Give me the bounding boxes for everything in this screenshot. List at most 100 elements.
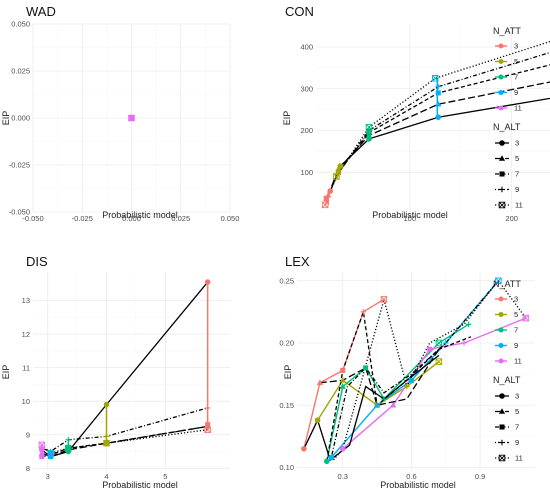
y-axis-label: EIP (1, 365, 11, 380)
data-point (328, 454, 335, 461)
legend-title-alt: N_ALT (493, 122, 521, 132)
legend-title-att: N_ATT (493, 279, 521, 289)
legend-key-att-dot (498, 343, 504, 348)
y-axis-label: EIP (1, 111, 11, 126)
legend-label-alt: 3 (515, 139, 519, 148)
legend-label-att: 5 (514, 310, 518, 319)
y-tick-label: 200 (300, 126, 313, 135)
x-tick-label: 4 (104, 472, 108, 481)
att-path-9 (330, 280, 499, 458)
x-tick-label: 0.025 (171, 214, 190, 223)
data-point (48, 452, 54, 458)
legend-key-att-dot (498, 74, 504, 80)
data-point (204, 279, 211, 285)
data-point (204, 405, 211, 411)
x-tick-label: 200 (505, 214, 518, 223)
data-point (435, 83, 442, 90)
alt-line-3 (303, 354, 440, 462)
data-point (103, 439, 110, 447)
data-point (366, 127, 372, 134)
y-axis-label: EIP (282, 111, 292, 126)
data-point (360, 309, 367, 315)
data-point (103, 401, 110, 408)
data-point (39, 454, 45, 460)
x-tick-label: 0.3 (338, 472, 348, 481)
x-tick-label: 100 (403, 214, 416, 223)
legend-label-att: 9 (514, 341, 518, 350)
legend-key-alt-shape (499, 439, 505, 446)
data-point (65, 444, 72, 452)
data-point (205, 422, 211, 428)
y-tick-label: -0.050 (9, 208, 30, 217)
legend-label-att: 3 (514, 295, 518, 304)
legend-label-att: 5 (514, 57, 518, 66)
x-axis-label: Probabilistic model (102, 210, 178, 220)
data-point (327, 188, 334, 194)
data-point (431, 75, 439, 82)
data-point (47, 449, 54, 457)
x-tick-label: 0.6 (406, 472, 416, 481)
data-point (380, 296, 388, 303)
legend-label-alt: 7 (515, 423, 519, 432)
y-tick-label: 400 (300, 43, 313, 52)
legend-label-alt: 5 (515, 154, 519, 163)
legend-label-alt: 9 (515, 438, 519, 447)
legend-label-alt: 3 (515, 392, 519, 401)
data-point (435, 90, 441, 96)
legend-key-att-dot (498, 327, 504, 333)
legend-label-att: 11 (514, 357, 522, 366)
y-tick-label: 13 (22, 296, 30, 305)
y-tick-label: 10 (22, 397, 30, 406)
y-tick-label: -0.025 (9, 161, 30, 170)
panel-wad: -0.050 -0.025 0.000 0.025 0.050 -0.050 -0.025 0… (1, 4, 239, 223)
legend-label-att: 7 (514, 326, 518, 335)
data-point (301, 446, 307, 452)
data-point (365, 123, 373, 131)
panel-title: WAD (26, 4, 56, 19)
data-point (128, 114, 135, 122)
legend-key-att-dot (498, 312, 504, 317)
panel-lex: 0.3 0.6 0.9 0.10 0.15 0.20 0.25 LEX Probabilisti… (279, 254, 535, 490)
legend-label-att: 3 (514, 42, 518, 51)
y-tick-label: 0.15 (279, 401, 294, 410)
y-tick-label: 0.025 (11, 67, 30, 76)
y-tick-label: 8 (26, 464, 30, 473)
data-point (408, 377, 414, 383)
data-point (314, 417, 321, 423)
data-point (495, 277, 502, 284)
legend-title-alt: N_ALT (493, 375, 521, 385)
legend-key-att-dot (498, 59, 504, 64)
data-point (363, 365, 369, 371)
data-point (323, 197, 329, 204)
legend-key-alt-shape (499, 171, 505, 177)
x-tick-label: 0.9 (475, 472, 485, 481)
data-point (373, 401, 381, 408)
panel-con: 100 200 100 200 300 400 CON Probabilistic model… (282, 4, 550, 223)
y-tick-label: 12 (22, 330, 30, 339)
data-point (465, 321, 472, 328)
legend-key-att-dot (498, 296, 504, 302)
x-tick-label: 0.050 (221, 214, 240, 223)
data-point (435, 114, 442, 120)
att-path-7 (326, 323, 469, 462)
data-point (381, 396, 387, 402)
y-axis-label: EIP (283, 365, 293, 380)
alt-line-9 (330, 280, 499, 458)
x-axis-label: Probabilistic model (380, 480, 456, 490)
alt-line-11 (41, 429, 208, 454)
data-point (321, 201, 329, 209)
legend-key-att-dot (498, 43, 504, 49)
panel-dis: 3 4 5 8 9 10 11 12 13 DIS Probabilistic model EIP (1, 254, 230, 490)
y-tick-label: 0.10 (279, 463, 294, 472)
legend-label-att: 7 (514, 73, 518, 82)
y-tick-label: 0.050 (11, 20, 30, 29)
y-tick-label: 0.25 (279, 276, 294, 285)
data-point (390, 401, 397, 408)
x-tick-label: -0.050 (22, 214, 43, 223)
legend-key-alt-shape (498, 201, 506, 209)
data-point (65, 436, 72, 443)
data-point (404, 383, 410, 390)
legend-key-att-dot (498, 358, 504, 364)
data-point (427, 346, 433, 352)
